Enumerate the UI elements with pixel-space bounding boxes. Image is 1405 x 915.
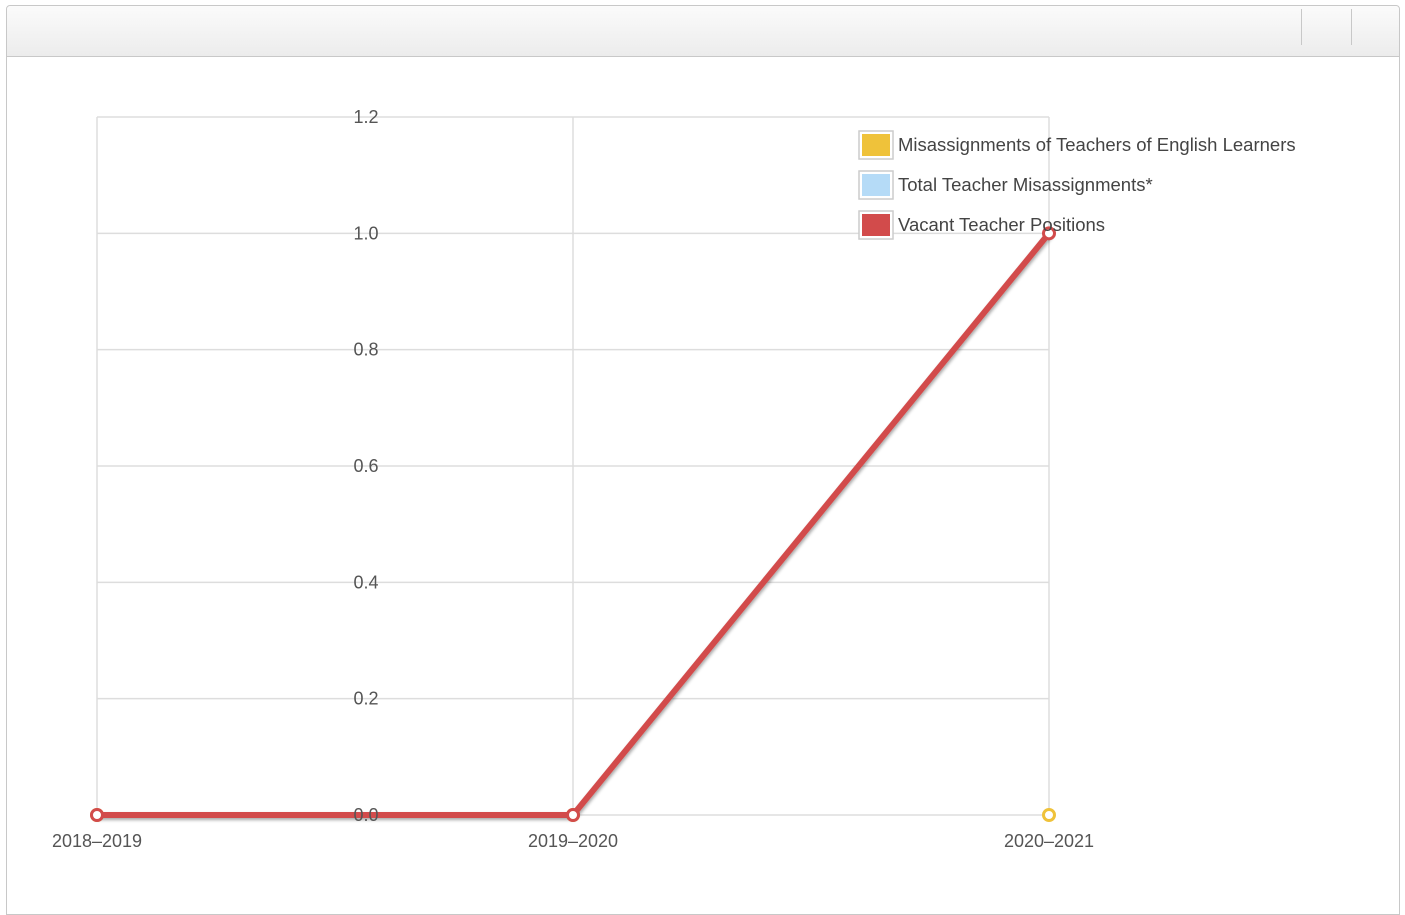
data-point — [90, 808, 104, 822]
legend-swatch — [862, 214, 890, 236]
x-tick-label: 2020–2021 — [1004, 831, 1094, 851]
x-tick-label: 2019–2020 — [528, 831, 618, 851]
y-tick-label: 0.0 — [353, 805, 378, 825]
legend-label: Total Teacher Misassignments* — [898, 174, 1153, 195]
panel-header — [7, 6, 1399, 57]
header-button-left[interactable] — [1301, 9, 1349, 45]
y-tick-label: 1.0 — [353, 223, 378, 243]
y-tick-label: 0.8 — [353, 340, 378, 360]
header-button-right[interactable] — [1351, 9, 1399, 45]
y-axis-ticks: 0.0 0.2 0.4 0.6 0.8 1.0 1.2 — [353, 107, 378, 825]
legend-label: Misassignments of Teachers of English Le… — [898, 134, 1296, 155]
data-point — [1042, 226, 1056, 241]
legend-label: Vacant Teacher Positions — [898, 214, 1105, 235]
chart-legend: Misassignments of Teachers of English Le… — [858, 130, 1296, 240]
chart-series — [90, 226, 1056, 822]
data-point — [566, 808, 580, 822]
data-point — [1042, 808, 1056, 822]
y-tick-label: 0.6 — [353, 456, 378, 476]
legend-swatch — [862, 174, 890, 196]
y-tick-label: 0.2 — [353, 689, 378, 709]
chart-panel — [6, 5, 1400, 915]
x-tick-label: 2018–2019 — [52, 831, 142, 851]
y-tick-label: 0.4 — [353, 572, 378, 592]
y-tick-label: 1.2 — [353, 107, 378, 127]
x-axis-ticks: 2018–2019 2019–2020 2020–2021 — [52, 831, 1094, 851]
legend-swatch — [862, 134, 890, 156]
